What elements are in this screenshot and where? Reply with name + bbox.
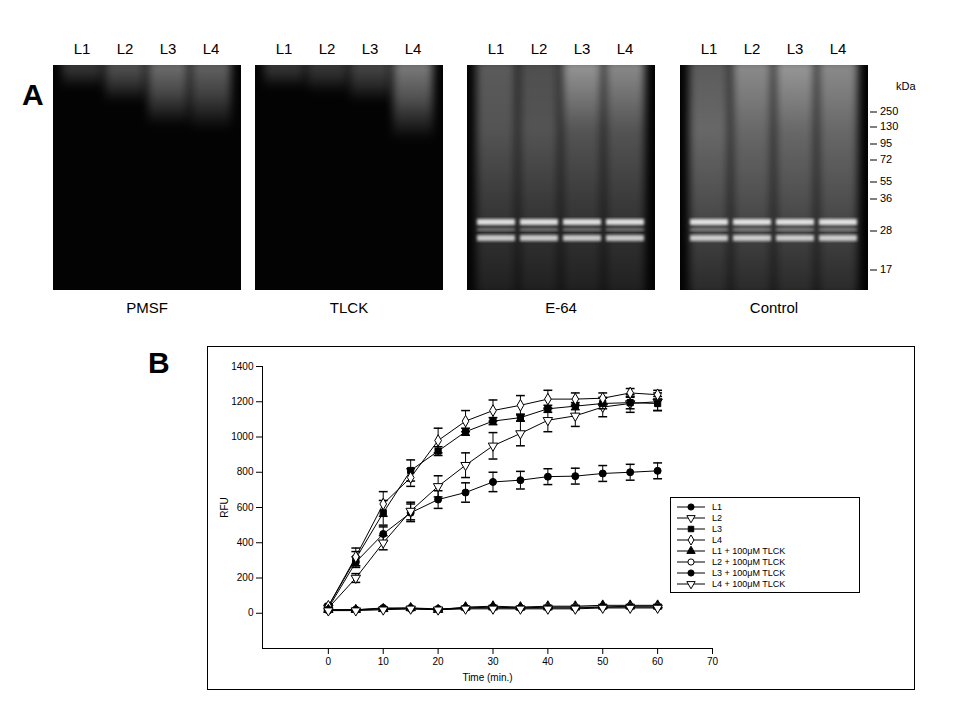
html-text:L2: L2 [743,40,761,57]
html-text:PMSF: PMSF [126,299,168,316]
html-text:L4: L4 [712,534,722,545]
svg-text:0: 0 [248,607,254,618]
svg-text:40: 40 [542,656,554,667]
html-text:L4: L4 [829,40,847,57]
html-text:B: B [148,346,170,379]
html-text:L1: L1 [275,40,293,57]
svg-text:200: 200 [237,572,254,583]
html-text:kDa: kDa [896,80,916,92]
html-text:L4: L4 [202,40,220,57]
svg-text:1000: 1000 [231,431,254,442]
html-text:Control: Control [749,299,799,316]
svg-text:600: 600 [237,502,254,513]
html-text:95: 95 [880,137,893,149]
svg-text:1400: 1400 [231,361,254,372]
html-text:L2: L2 [318,40,336,57]
html-text:L3: L3 [786,40,804,57]
svg-text:20: 20 [433,656,445,667]
html-text:72: 72 [880,153,893,165]
svg-text:0: 0 [326,656,332,667]
html-text:250: 250 [880,105,899,117]
svg-text:30: 30 [487,656,499,667]
html-text:A: A [22,78,44,111]
svg-text:800: 800 [237,466,254,477]
html-text:55: 55 [880,175,893,187]
html-text:L4 + 100μM TLCK: L4 + 100μM TLCK [712,578,786,589]
html-text:L1: L1 [487,40,505,57]
html-text:E-64: E-64 [545,299,577,316]
html-text:130: 130 [880,120,899,132]
html-text:L3: L3 [159,40,177,57]
html-text:L2 + 100μM TLCK: L2 + 100μM TLCK [712,556,786,567]
html-text:L2: L2 [712,512,722,523]
html-text:17: 17 [880,263,893,275]
svg-text:60: 60 [652,656,664,667]
svg-text:1200: 1200 [231,396,254,407]
svg-text:50: 50 [597,656,609,667]
html-text:L2: L2 [530,40,548,57]
svg-text:10: 10 [378,656,390,667]
svg-text:RFU: RFU [219,497,230,518]
svg-text:70: 70 [707,656,719,667]
html-text:TLCK: TLCK [329,299,369,316]
html-text:28: 28 [880,224,893,236]
html-text:L4: L4 [404,40,422,57]
html-text:L2: L2 [116,40,134,57]
html-text:L4: L4 [616,40,634,57]
html-text:L1: L1 [700,40,718,57]
html-text:L3: L3 [712,523,722,534]
html-text:L3 + 100μM TLCK: L3 + 100μM TLCK [712,567,786,578]
svg-text:400: 400 [237,537,254,548]
svg-text:Time (min.): Time (min.) [462,672,512,683]
html-text:L3: L3 [361,40,379,57]
html-text:36: 36 [880,192,893,204]
html-text:L3: L3 [573,40,591,57]
html-text:L1 + 100μM TLCK: L1 + 100μM TLCK [712,545,786,556]
html-text:L1: L1 [73,40,91,57]
html-text:L1: L1 [712,501,722,512]
